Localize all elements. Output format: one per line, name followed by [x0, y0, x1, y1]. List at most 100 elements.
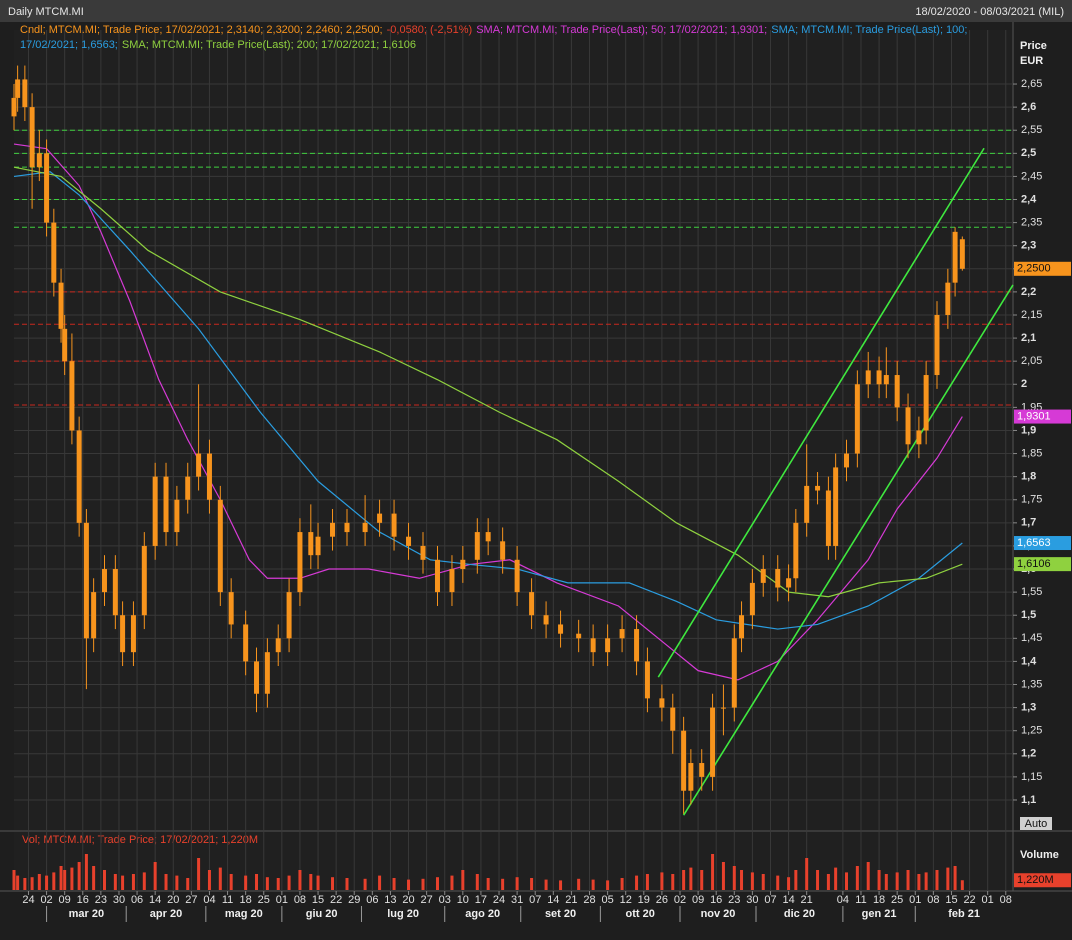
candle-body: [391, 513, 397, 537]
candle-body: [460, 559, 466, 570]
candle-body: [710, 707, 716, 777]
candle-body: [15, 79, 21, 98]
auto-button[interactable]: [1020, 817, 1052, 830]
auto-button-label[interactable]: Auto: [1025, 818, 1048, 830]
candle-body: [406, 536, 412, 546]
y-tick-label: 1,8: [1021, 471, 1036, 483]
month-label: dic 20: [784, 908, 815, 920]
y-tick-label: 2,2: [1021, 286, 1036, 298]
x-tick-label: 01: [276, 894, 288, 906]
volume-bar: [52, 872, 56, 890]
x-tick-label: 31: [511, 894, 523, 906]
header-bar: [0, 0, 1072, 22]
x-tick-label: 02: [674, 894, 686, 906]
candle-body: [905, 407, 911, 445]
volume-bar: [276, 878, 280, 890]
volume-bar: [895, 872, 899, 890]
y-tick-label: 2,1: [1021, 332, 1036, 344]
candle-body: [449, 569, 455, 593]
candle-body: [254, 661, 260, 694]
candle-body: [264, 652, 270, 694]
candle-body: [775, 569, 781, 588]
y-axis-title: Price: [1020, 40, 1047, 52]
volume-bar: [884, 874, 888, 890]
x-tick-label: 08: [294, 894, 306, 906]
candle-body: [934, 314, 940, 376]
volume-bar: [740, 870, 744, 890]
candle-body: [243, 624, 249, 662]
volume-bar: [924, 872, 928, 890]
y-tick-label: 2: [1021, 378, 1027, 390]
volume-bar: [530, 878, 534, 890]
candle-body: [916, 430, 922, 445]
y-tick-label: 1,55: [1021, 586, 1042, 598]
x-tick-label: 28: [583, 894, 595, 906]
volume-bar: [63, 870, 67, 890]
x-tick-label: 08: [1000, 894, 1012, 906]
candle-body: [500, 541, 506, 560]
candle-body: [141, 545, 147, 616]
volume-bar: [620, 878, 624, 890]
candle-body: [619, 629, 625, 639]
candle-body: [297, 532, 303, 593]
volume-bar: [606, 880, 610, 890]
volume-bar: [845, 872, 848, 890]
volume-bar: [255, 874, 259, 890]
candle-body: [844, 453, 849, 468]
candle-body: [731, 638, 737, 708]
month-label: mar 20: [69, 908, 104, 920]
y-tick-label: 1,3: [1021, 702, 1036, 714]
y-axis-unit: EUR: [1020, 55, 1043, 67]
sma-tag: [1014, 409, 1071, 424]
volume-bar: [435, 877, 439, 890]
candle-body: [634, 629, 640, 662]
volume-bar: [501, 878, 505, 890]
x-tick-label: 18: [240, 894, 252, 906]
x-tick-label: 10: [457, 894, 469, 906]
x-tick-label: 20: [402, 894, 414, 906]
month-label: mag 20: [225, 908, 263, 920]
sma-tag-label: 1,6563: [1017, 537, 1051, 549]
volume-bar: [164, 874, 168, 890]
y-tick-label: 1,35: [1021, 678, 1042, 690]
volume-legend: Vol; MTCM.MI; Trade Price; 17/02/2021; 1…: [22, 834, 258, 846]
sma-tag: [1014, 536, 1071, 551]
y-tick-label: 2,15: [1021, 309, 1042, 321]
y-tick-label: 1,7: [1021, 517, 1036, 529]
month-label: giu 20: [306, 908, 338, 920]
candle-body: [44, 153, 50, 223]
month-label: ott 20: [626, 908, 655, 920]
legend-entry: SMA; MTCM.MI; Trade Price(Last); 100; 17…: [20, 24, 968, 51]
legend-entry: -0,0580; (-2,51%): [386, 24, 473, 36]
volume-bar: [207, 870, 211, 890]
sma-line: [13, 143, 963, 681]
legend-entry: SMA; MTCM.MI; Trade Price(Last); 50; 17/…: [476, 24, 768, 36]
candle-body: [720, 707, 726, 709]
y-tick-label: 2,3: [1021, 240, 1036, 252]
candle-body: [101, 569, 107, 593]
candle-body: [344, 522, 350, 533]
volume-bar: [935, 870, 939, 890]
volume-bar: [834, 867, 838, 890]
volume-bar: [877, 870, 881, 890]
candle-body: [163, 476, 169, 533]
candle-body: [434, 559, 440, 593]
candle-body: [22, 79, 28, 108]
candle-body: [83, 522, 89, 639]
candle-body: [36, 153, 42, 168]
x-tick-label: 25: [258, 894, 270, 906]
volume-bar: [331, 877, 335, 890]
y-tick-label: 1,25: [1021, 725, 1042, 737]
candle-body: [854, 384, 860, 454]
candle-body: [529, 592, 535, 616]
candle-body: [185, 476, 191, 500]
candle-body: [120, 615, 126, 653]
candle-body: [945, 282, 951, 315]
candle-body: [793, 522, 799, 579]
candle-body: [29, 107, 35, 168]
x-tick-label: 18: [873, 894, 885, 906]
x-tick-label: 01: [909, 894, 921, 906]
candle-body: [876, 370, 882, 385]
x-tick-label: 19: [638, 894, 650, 906]
volume-bar: [186, 878, 190, 890]
